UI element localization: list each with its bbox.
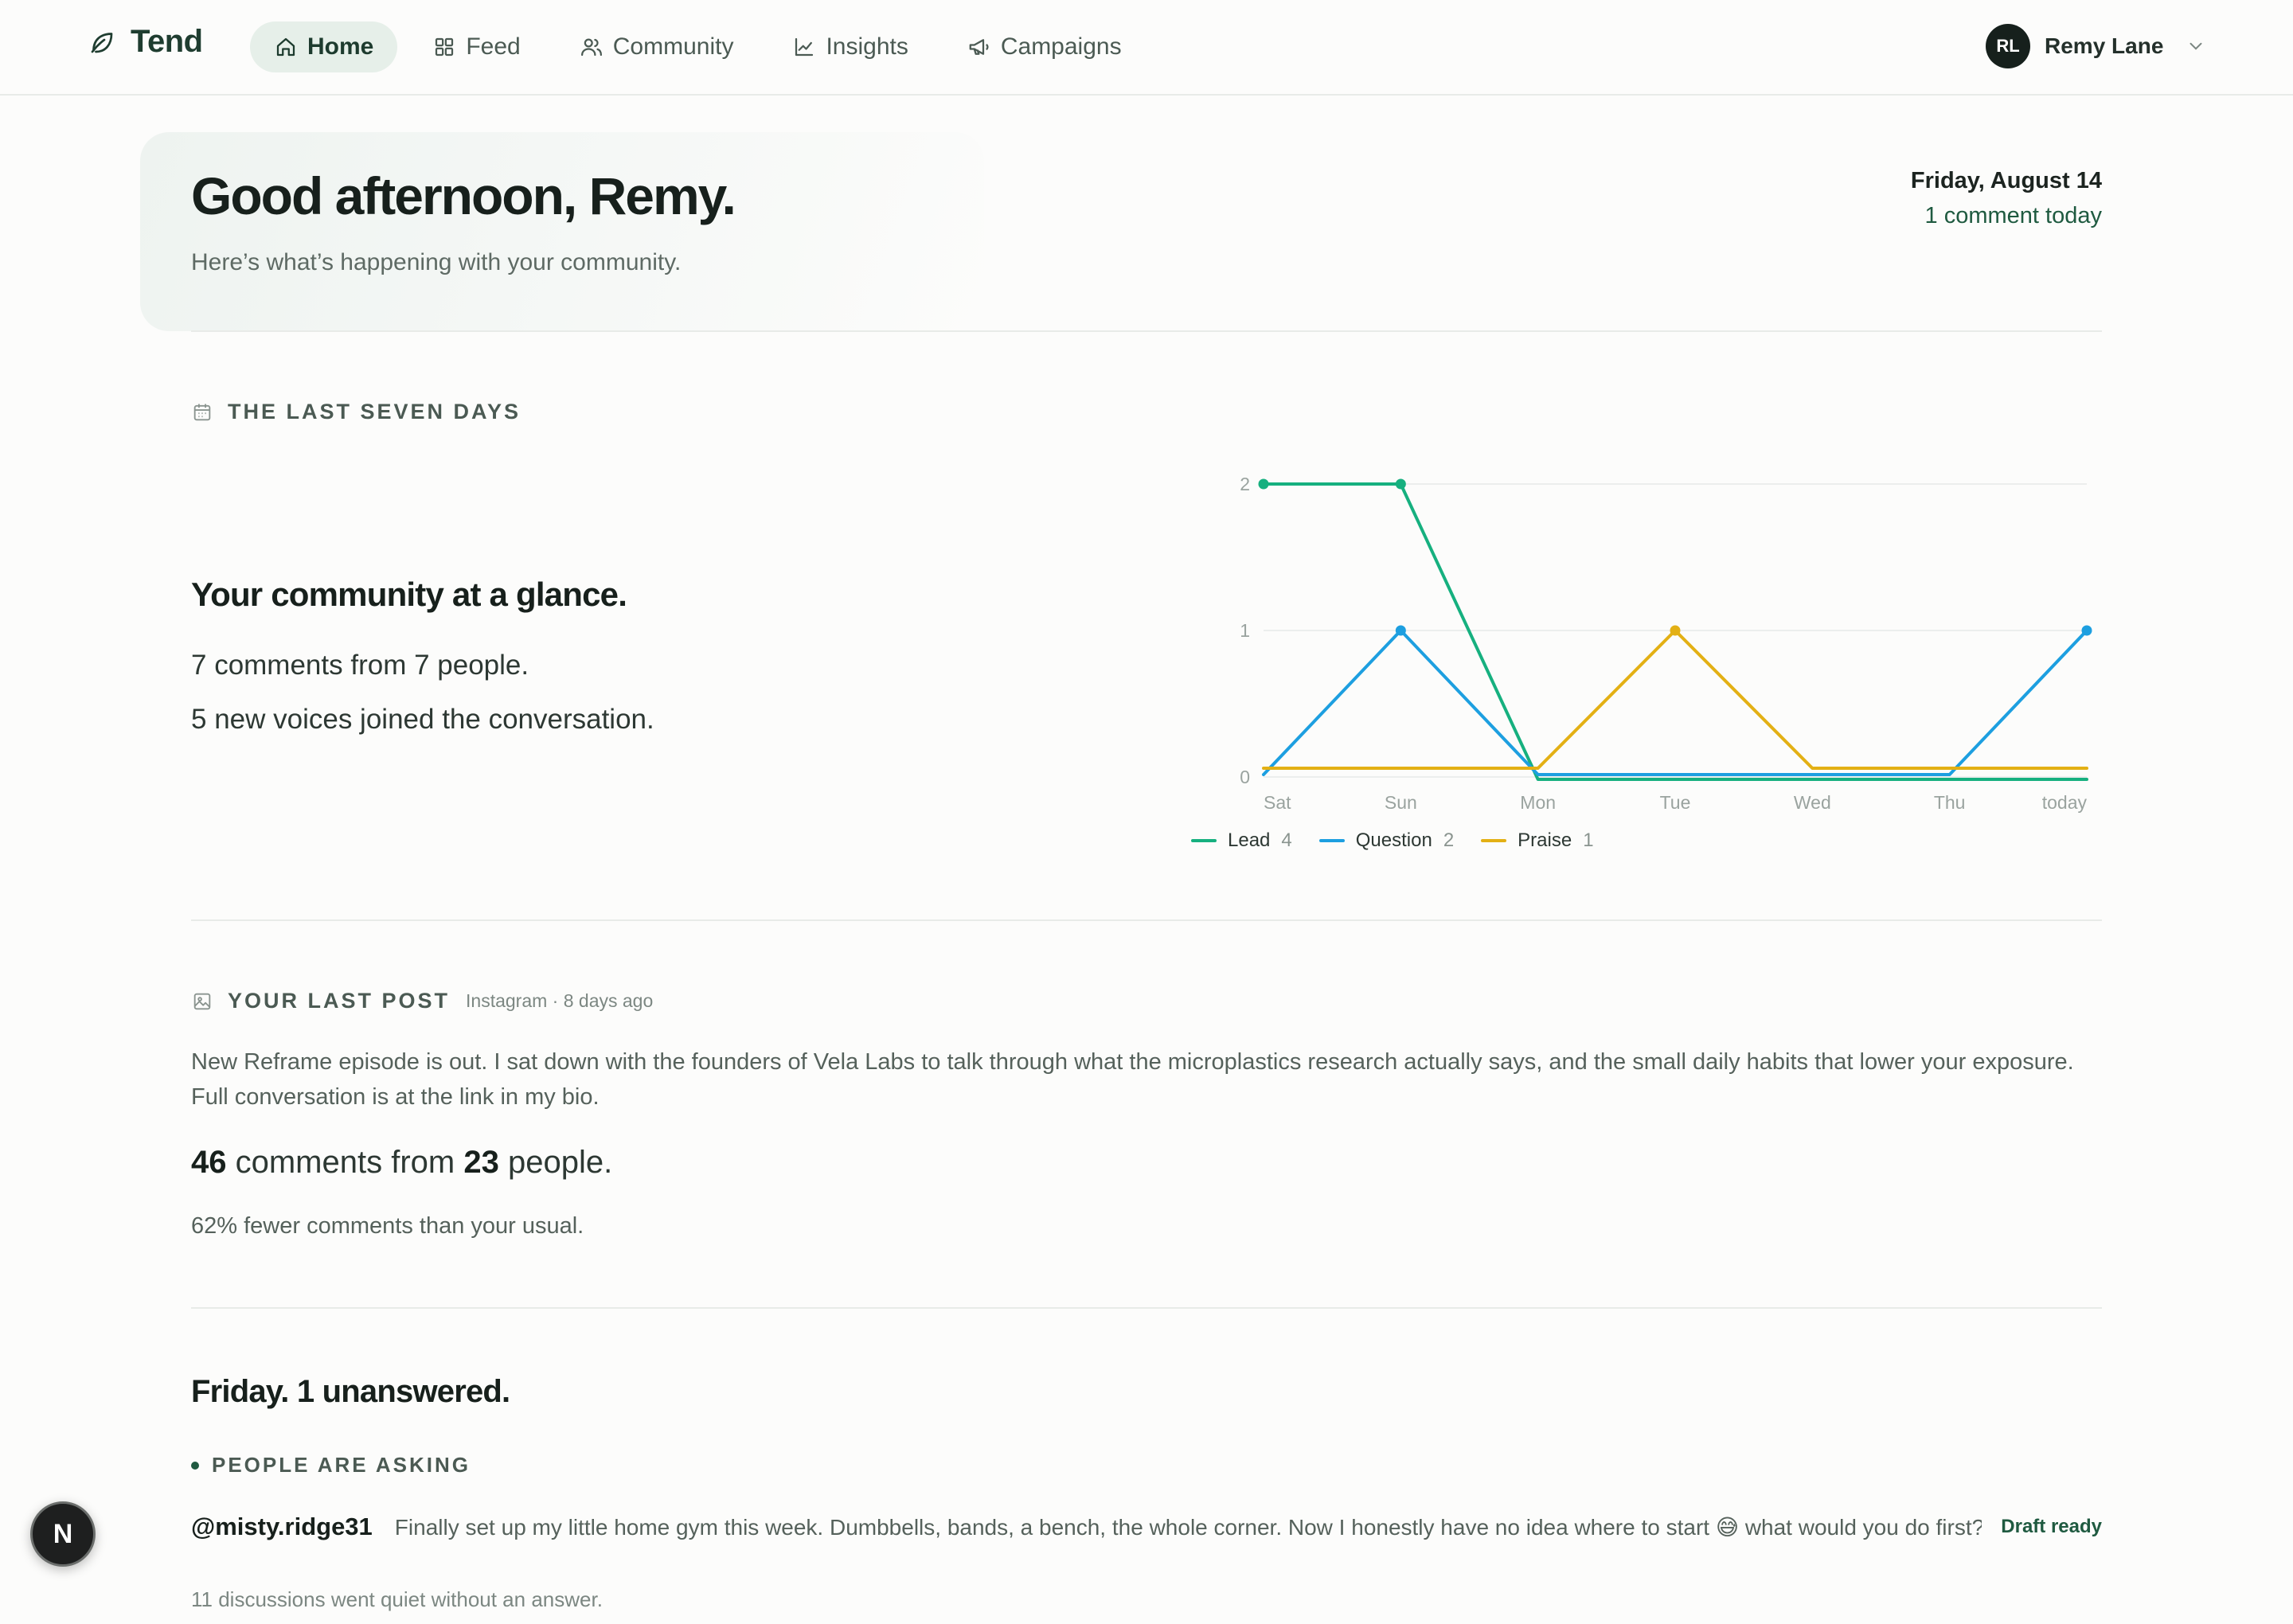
nav-label: Feed bbox=[466, 33, 521, 60]
post-people-count: 23 bbox=[463, 1145, 499, 1180]
legend-swatch bbox=[1318, 839, 1345, 842]
series-line-praise bbox=[1262, 629, 2088, 770]
data-point-praise bbox=[1670, 625, 1681, 636]
legend-item-question[interactable]: Question 2 bbox=[1318, 830, 1455, 852]
quiet-discussions-note[interactable]: 11 discussions went quiet without an ans… bbox=[191, 1587, 603, 1611]
stat-text: comments from bbox=[226, 1145, 464, 1180]
y-tick-label: 0 bbox=[1240, 767, 1250, 787]
section-header-last-seven-days: THE LAST SEVEN DAYS bbox=[191, 400, 521, 424]
question-row[interactable]: @misty.ridge31 Finally set up my little … bbox=[191, 1507, 2102, 1547]
chevron-down-icon bbox=[2189, 42, 2202, 50]
legend-item-praise[interactable]: Praise 1 bbox=[1481, 830, 1594, 852]
legend-label: Praise bbox=[1518, 830, 1572, 851]
fab-label: N bbox=[53, 1518, 73, 1549]
nav-campaigns[interactable]: Campaigns bbox=[943, 21, 1146, 72]
data-point-lead bbox=[1258, 478, 1269, 490]
y-tick-label: 1 bbox=[1240, 620, 1250, 641]
grid-icon bbox=[436, 37, 454, 57]
glance-comments-summary: 7 comments from 7 people. bbox=[191, 650, 529, 681]
x-tick-label: Mon bbox=[1520, 792, 1556, 813]
post-meta: Instagram · 8 days ago bbox=[466, 990, 654, 1011]
user-name: Remy Lane bbox=[2045, 33, 2164, 58]
stat-text: people. bbox=[498, 1145, 613, 1180]
glance-headline: Your community at a glance. bbox=[191, 576, 627, 613]
section-title: YOUR LAST POST bbox=[228, 989, 451, 1013]
draft-ready-badge[interactable]: Draft ready bbox=[2001, 1516, 2102, 1537]
image-icon bbox=[193, 993, 211, 1009]
post-caption[interactable]: New Reframe episode is out. I sat down w… bbox=[191, 1049, 2074, 1110]
page-subtitle: Here’s what’s happening with your commun… bbox=[191, 249, 682, 275]
x-tick-label: today bbox=[2042, 792, 2088, 813]
divider bbox=[191, 1307, 2102, 1309]
users-icon bbox=[580, 38, 602, 57]
legend-swatch bbox=[1481, 839, 1507, 842]
divider bbox=[191, 919, 2102, 921]
top-navigation-bar: Tend Home Feed Community Insights Campai… bbox=[0, 0, 2293, 96]
today-comment-count[interactable]: 1 comment today bbox=[1924, 203, 2102, 228]
nav-label: Insights bbox=[826, 33, 908, 60]
group-header-people-asking: PEOPLE ARE ASKING bbox=[191, 1453, 471, 1478]
nav-community[interactable]: Community bbox=[556, 21, 758, 72]
section-title: THE LAST SEVEN DAYS bbox=[228, 400, 521, 424]
status-dot bbox=[191, 1461, 199, 1470]
data-point-question bbox=[2081, 625, 2092, 636]
brand-logo[interactable]: Tend bbox=[88, 24, 203, 60]
nav-label: Campaigns bbox=[1000, 33, 1122, 60]
y-tick-label: 2 bbox=[1240, 474, 1250, 494]
user-menu[interactable]: RL Remy Lane bbox=[1986, 24, 2206, 68]
legend-count: 4 bbox=[1281, 830, 1292, 851]
nav-label: Community bbox=[612, 33, 734, 60]
line-chart-icon bbox=[795, 37, 814, 57]
legend-swatch bbox=[1191, 839, 1217, 842]
x-tick-label: Sat bbox=[1264, 792, 1291, 813]
x-tick-label: Thu bbox=[1934, 792, 1966, 813]
brand-name: Tend bbox=[131, 24, 203, 59]
nav-home[interactable]: Home bbox=[250, 21, 398, 72]
legend-count: 1 bbox=[1583, 830, 1594, 851]
seven-day-activity-chart: 0 1 2 Sat Sun Mon Tue Wed Thu today bbox=[1240, 474, 2092, 813]
home-icon bbox=[276, 37, 295, 57]
question-author-handle[interactable]: @misty.ridge31 bbox=[191, 1513, 373, 1540]
current-date: Friday, August 14 bbox=[1910, 168, 2102, 193]
divider bbox=[191, 330, 2102, 332]
nav-insights[interactable]: Insights bbox=[768, 21, 932, 72]
section-header-last-post: YOUR LAST POST Instagram · 8 days ago bbox=[191, 989, 653, 1013]
legend-count: 2 bbox=[1443, 830, 1455, 851]
data-point-lead bbox=[1395, 478, 1406, 490]
legend-item-lead[interactable]: Lead 4 bbox=[1191, 830, 1292, 852]
legend-label: Question bbox=[1355, 830, 1432, 851]
chart-legend: Lead 4 Question 2 Praise 1 bbox=[1191, 830, 1594, 852]
post-comment-count: 46 bbox=[191, 1145, 227, 1180]
nav-label: Home bbox=[307, 33, 374, 60]
group-title: PEOPLE ARE ASKING bbox=[212, 1453, 471, 1477]
nav-feed[interactable]: Feed bbox=[408, 21, 544, 72]
unanswered-title: Friday. 1 unanswered. bbox=[191, 1374, 510, 1409]
greeting-backdrop bbox=[140, 132, 984, 331]
x-tick-label: Wed bbox=[1794, 792, 1831, 813]
calendar-icon bbox=[193, 404, 211, 420]
legend-label: Lead bbox=[1228, 830, 1271, 851]
x-tick-label: Sun bbox=[1385, 792, 1417, 813]
x-tick-label: Tue bbox=[1660, 792, 1691, 813]
megaphone-icon bbox=[969, 39, 989, 55]
leaf-icon bbox=[91, 32, 113, 53]
main-nav: Home Feed Community Insights Campaigns bbox=[250, 21, 1146, 72]
avatar: RL bbox=[1986, 24, 2030, 68]
dev-tools-button[interactable]: N bbox=[30, 1501, 96, 1567]
glance-new-voices-summary: 5 new voices joined the conversation. bbox=[191, 704, 654, 735]
series-line-question bbox=[1262, 629, 2088, 776]
question-text: Finally set up my little home gym this w… bbox=[394, 1514, 1982, 1540]
page-title: Good afternoon, Remy. bbox=[191, 166, 736, 225]
post-comment-stats: 46 comments from 23 people. bbox=[191, 1145, 612, 1181]
data-point-question bbox=[1395, 625, 1406, 636]
post-comment-delta: 62% fewer comments than your usual. bbox=[191, 1213, 584, 1239]
